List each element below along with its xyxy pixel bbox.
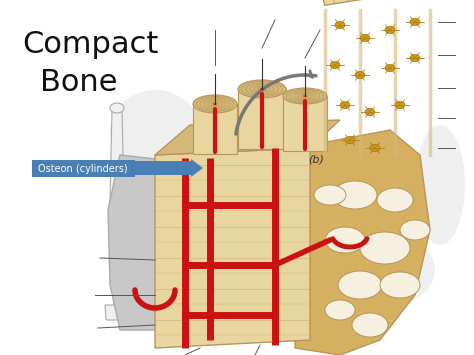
Ellipse shape [338,271,382,299]
Ellipse shape [380,272,420,298]
Ellipse shape [110,103,124,113]
Ellipse shape [303,95,307,97]
Ellipse shape [377,188,413,212]
Ellipse shape [345,137,355,143]
Polygon shape [110,110,124,310]
Text: Bone: Bone [40,68,118,97]
Polygon shape [193,104,237,154]
Polygon shape [155,120,340,155]
Polygon shape [295,130,430,355]
Ellipse shape [370,144,380,152]
Polygon shape [238,89,286,149]
Ellipse shape [335,22,345,28]
Ellipse shape [283,88,327,104]
Ellipse shape [360,232,410,264]
Ellipse shape [352,313,388,337]
Ellipse shape [340,102,350,109]
Ellipse shape [333,181,377,209]
Bar [114,198,119,203]
Text: Osteon (cylinders): Osteon (cylinders) [38,164,128,174]
Ellipse shape [400,220,430,240]
Ellipse shape [395,102,405,109]
Ellipse shape [193,95,237,113]
Ellipse shape [410,55,420,61]
Ellipse shape [365,109,375,115]
Ellipse shape [213,103,217,105]
Ellipse shape [385,27,395,33]
Ellipse shape [410,18,420,26]
Ellipse shape [330,61,340,69]
FancyArrow shape [135,159,203,177]
Text: Compact: Compact [22,30,158,59]
Ellipse shape [325,227,365,253]
Polygon shape [157,0,448,5]
Ellipse shape [238,80,286,98]
Polygon shape [108,155,175,330]
Ellipse shape [110,90,200,170]
Polygon shape [283,96,327,151]
Polygon shape [105,305,130,320]
Ellipse shape [415,125,465,245]
Ellipse shape [360,34,370,42]
Ellipse shape [325,300,355,320]
Ellipse shape [314,185,346,205]
Ellipse shape [385,65,395,71]
Ellipse shape [355,71,365,78]
Ellipse shape [345,235,435,305]
Text: (b): (b) [308,154,324,164]
Bar [32,160,135,177]
Ellipse shape [260,88,264,90]
Polygon shape [155,148,310,348]
